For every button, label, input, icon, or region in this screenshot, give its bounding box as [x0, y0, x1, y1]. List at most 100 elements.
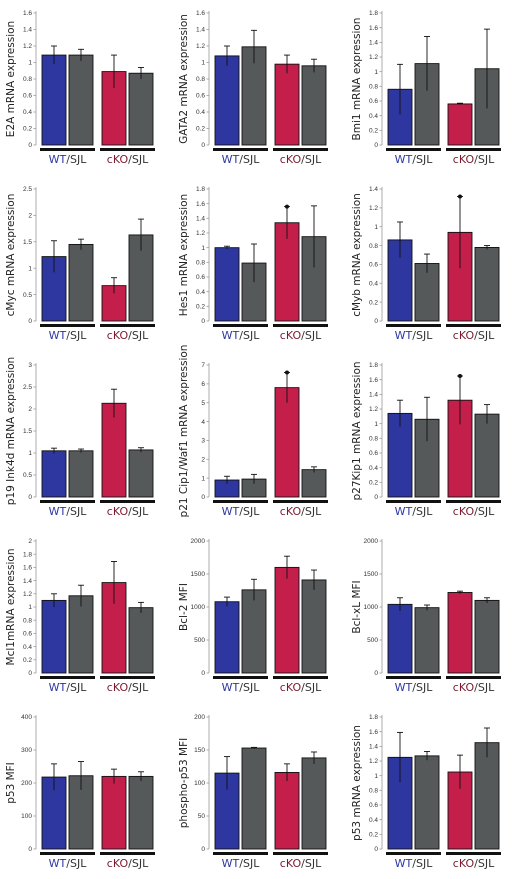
group-control: SJL	[243, 329, 260, 342]
group-underline-cko	[446, 148, 501, 151]
group-name: cKO	[453, 153, 475, 166]
y-tick-label: 0.8	[369, 788, 378, 795]
y-axis-label: Bmi1 mRNA expression	[351, 18, 363, 141]
chart-panel: 0 0.2 0.4 0.6 0.8 1 1.2 1.4 1.6 1.8 Hes1 mRNA expr…	[173, 176, 346, 351]
y-axis-label: p27Kip1 mRNA expression	[351, 361, 363, 500]
y-tick-label: 1	[201, 475, 205, 482]
y-tick-label: 2.5	[23, 384, 32, 391]
bar	[274, 771, 300, 850]
group-name: WT	[49, 153, 67, 166]
group-label-cko: cKO/SJL	[453, 153, 495, 166]
y-tick-label: 0.2	[369, 299, 378, 306]
y-tick-label: 0.4	[23, 109, 32, 116]
y-axis-label: GATA2 mRNA expression	[178, 14, 190, 144]
group-label-cko: cKO/SJL	[453, 505, 495, 518]
group-separator: /	[301, 857, 305, 870]
y-tick-label: 0	[374, 318, 378, 325]
bar	[474, 599, 500, 674]
y-tick-label: 500	[367, 637, 378, 644]
group-underline-wt	[40, 148, 95, 151]
y-tick-label: 0.5	[23, 472, 32, 479]
chart-panel: 0 0.5 1 1.5 2 2.5 3 p19 Ink4d mRNA expression WT…	[0, 352, 173, 527]
group-name: cKO	[107, 329, 129, 342]
y-tick-label: 1.6	[23, 565, 32, 572]
y-tick-label: 1.5	[23, 239, 32, 246]
group-label-wt: WT/SJL	[222, 153, 261, 166]
bar	[387, 412, 413, 498]
group-underline-cko	[446, 852, 501, 855]
y-tick-label: 3	[28, 362, 32, 369]
y-tick-label: 0	[28, 846, 32, 853]
group-underline-cko	[100, 852, 155, 855]
group-underline-cko	[273, 148, 328, 151]
y-tick-label: 0.2	[23, 126, 32, 133]
bar	[447, 103, 473, 146]
group-underline-cko	[446, 324, 501, 327]
group-underline-cko	[446, 676, 501, 679]
y-tick-label: 1500	[364, 571, 379, 578]
y-tick-label: 2	[28, 538, 32, 545]
y-tick-label: 0.2	[23, 657, 32, 664]
y-tick-label: 1.8	[369, 10, 378, 17]
group-label-cko: cKO/SJL	[453, 329, 495, 342]
y-tick-label: 0.8	[369, 243, 378, 250]
y-axis-label: cMyc mRNA expression	[5, 194, 17, 317]
group-separator: /	[239, 329, 243, 342]
group-name: WT	[395, 505, 413, 518]
group-name: WT	[222, 329, 240, 342]
group-control: SJL	[70, 505, 87, 518]
group-separator: /	[66, 857, 70, 870]
y-tick-label: 1.4	[369, 744, 378, 751]
group-name: cKO	[453, 857, 475, 870]
group-label-wt: WT/SJL	[222, 857, 261, 870]
group-underline-cko	[100, 500, 155, 503]
bar	[41, 599, 67, 674]
y-tick-label: 0.6	[369, 450, 378, 457]
bar	[301, 469, 327, 498]
group-control: SJL	[478, 329, 495, 342]
bar	[414, 755, 440, 850]
y-tick-label: 3	[201, 438, 205, 445]
group-name: cKO	[280, 681, 302, 694]
group-label-cko: cKO/SJL	[107, 681, 149, 694]
significance-marker	[458, 374, 462, 378]
y-tick-label: 300	[21, 747, 32, 754]
bar	[414, 263, 440, 322]
y-tick-label: 100	[194, 780, 205, 787]
group-name: WT	[395, 857, 413, 870]
y-tick-label: 0.6	[369, 98, 378, 105]
group-label-wt: WT/SJL	[49, 857, 88, 870]
group-control: SJL	[416, 329, 433, 342]
y-tick-label: 2.5	[23, 186, 32, 193]
group-control: SJL	[416, 505, 433, 518]
bar	[301, 757, 327, 850]
y-tick-label: 1.6	[369, 377, 378, 384]
group-label-wt: WT/SJL	[49, 681, 88, 694]
y-tick-label: 50	[198, 813, 206, 820]
y-tick-label: 0.6	[23, 631, 32, 638]
group-name: cKO	[280, 329, 302, 342]
chart-panel: 0 0.2 0.4 0.6 0.8 1 1.2 1.4 1.6 E2A mRNA expressi…	[0, 0, 173, 175]
bar	[474, 247, 500, 322]
group-control: SJL	[243, 153, 260, 166]
y-tick-label: 2	[28, 406, 32, 413]
group-underline-cko	[100, 148, 155, 151]
bar	[241, 589, 267, 674]
group-control: SJL	[305, 153, 322, 166]
bar	[101, 775, 127, 850]
bar	[214, 601, 240, 674]
y-tick-label: 1.2	[23, 43, 32, 50]
group-separator: /	[239, 857, 243, 870]
group-name: cKO	[453, 681, 475, 694]
chart-panel: 0 0.2 0.4 0.6 0.8 1 1.2 1.4 cMyb mRNA expression…	[346, 176, 519, 351]
y-tick-label: 0	[201, 670, 205, 677]
group-control: SJL	[416, 857, 433, 870]
bar	[68, 243, 94, 322]
group-separator: /	[301, 153, 305, 166]
group-separator: /	[128, 153, 132, 166]
bar	[41, 54, 67, 146]
y-tick-label: 1	[28, 450, 32, 457]
y-tick-label: 1500	[191, 571, 206, 578]
y-tick-label: 0.4	[369, 817, 378, 824]
group-control: SJL	[243, 857, 260, 870]
